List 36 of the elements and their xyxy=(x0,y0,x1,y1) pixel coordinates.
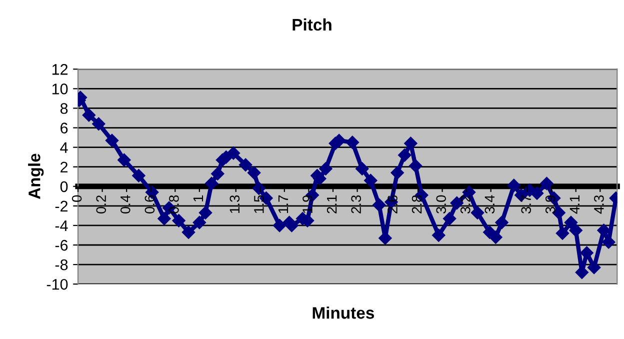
x-tick-label: 0.8 xyxy=(169,195,179,214)
y-tick-label: -8 xyxy=(55,259,68,270)
y-tick-label: 8 xyxy=(60,103,68,114)
y-tick-label: 12 xyxy=(52,64,68,75)
x-tick-label: 1.5 xyxy=(254,195,264,213)
y-tick-label: -10 xyxy=(46,278,68,290)
x-axis-title: Minutes xyxy=(312,306,374,319)
x-tick-label: 0.2 xyxy=(96,195,106,214)
y-tick-label: -2 xyxy=(55,200,68,212)
x-tick-label: 3.4 xyxy=(484,195,495,214)
x-tick-label: 2.1 xyxy=(326,195,337,214)
y-tick-label: -6 xyxy=(55,240,68,251)
x-tick-label: 1 xyxy=(193,195,204,202)
x-tick-label: 4.3 xyxy=(594,195,604,214)
y-tick-label: 0 xyxy=(60,181,68,192)
x-tick-label: 1.3 xyxy=(230,195,240,213)
x-tick-label: 0.6 xyxy=(144,195,155,214)
x-tick-label: 1.9 xyxy=(302,195,312,213)
y-tick-label: 4 xyxy=(60,142,68,153)
y-tick-label: 6 xyxy=(60,122,68,134)
y-axis-title: Angle xyxy=(28,154,44,200)
x-tick-label: 3.2 xyxy=(460,195,470,214)
y-tick-label: 2 xyxy=(60,162,68,172)
x-tick-label: 2.6 xyxy=(388,195,398,214)
x-tick-label: 4.1 xyxy=(570,195,580,214)
y-tick-label: 10 xyxy=(52,84,68,94)
x-tick-label: 3.0 xyxy=(436,195,446,214)
y-tick-label: -4 xyxy=(55,220,68,231)
x-tick-label: 2.3 xyxy=(351,195,362,214)
x-tick-label: 2.8 xyxy=(412,195,422,214)
x-tick-label: 0.4 xyxy=(120,195,130,214)
x-tick-label: 0 xyxy=(72,195,82,202)
chart-title: Pitch xyxy=(292,18,332,31)
x-tick-label: 3.9 xyxy=(545,195,556,214)
x-tick-label: 1.7 xyxy=(278,195,288,213)
x-tick-label: 3.7 xyxy=(521,195,532,214)
